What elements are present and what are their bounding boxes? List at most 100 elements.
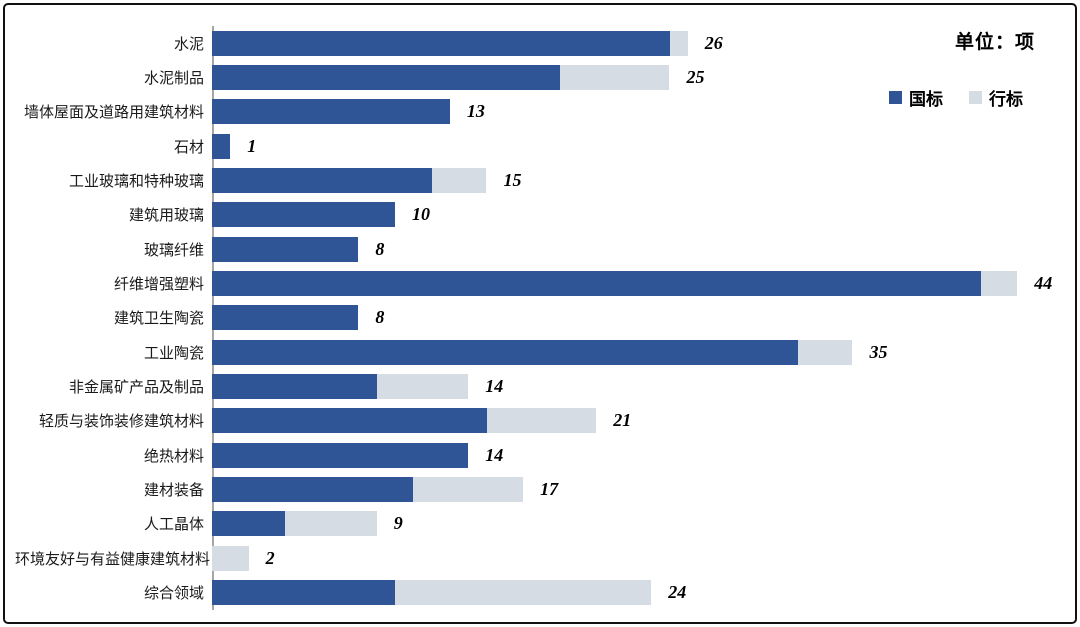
bar-row: 建材装备 17 <box>15 472 1065 506</box>
bar-row: 人工晶体 9 <box>15 507 1065 541</box>
chart-frame: 单位：项 国标 行标 水泥 26 水泥制品 25 墙体屋面及道路用建筑材料 13 石材 1 工业… <box>3 3 1077 624</box>
bar-row: 水泥制品 25 <box>15 60 1065 94</box>
total-value-label: 2 <box>265 547 275 568</box>
guobiao-bar-segment <box>212 408 487 434</box>
total-value-label: 35 <box>869 341 888 362</box>
guobiao-bar-segment <box>212 442 469 468</box>
bar-row: 环境友好与有益健康建筑材料 2 <box>15 541 1065 575</box>
bar-row: 工业陶瓷 35 <box>15 335 1065 369</box>
hangbiao-bar-segment <box>376 374 469 400</box>
hangbiao-bar-segment <box>285 511 377 537</box>
guobiao-bar-segment <box>212 133 231 159</box>
bar-track: 8 <box>212 236 1065 262</box>
bar-row: 建筑卫生陶瓷 8 <box>15 301 1065 335</box>
category-label: 建筑卫生陶瓷 <box>113 310 204 328</box>
category-label: 轻质与装饰装修建筑材料 <box>38 413 204 431</box>
guobiao-bar-segment <box>212 168 432 194</box>
bar-row: 综合领域 24 <box>15 576 1065 610</box>
bar-track: 25 <box>212 65 1065 91</box>
hangbiao-bar-segment <box>212 545 249 571</box>
legend-label-guobiao: 国标 <box>909 90 943 109</box>
bar-row: 玻璃纤维 8 <box>15 232 1065 266</box>
bar-track: 17 <box>212 477 1065 503</box>
bar-track: 2 <box>212 545 1065 571</box>
guobiao-bar-segment <box>212 511 286 537</box>
category-label: 玻璃纤维 <box>143 241 204 259</box>
total-value-label: 14 <box>485 444 504 465</box>
bar-row: 非金属矿产品及制品 14 <box>15 369 1065 403</box>
total-value-label: 8 <box>375 238 385 259</box>
total-value-label: 21 <box>613 410 632 431</box>
legend-item-hangbiao: 行标 <box>969 85 1023 110</box>
hangbiao-bar-segment <box>559 65 670 91</box>
bar-rows: 水泥 26 水泥制品 25 墙体屋面及道路用建筑材料 13 石材 1 工业玻璃和特种玻璃 15 建筑… <box>15 26 1065 610</box>
legend-label-hangbiao: 行标 <box>989 90 1023 109</box>
unit-label: 单位：项 <box>954 32 1035 53</box>
total-value-label: 26 <box>704 32 723 53</box>
category-label: 综合领域 <box>143 585 204 603</box>
guobiao-bar-segment <box>212 339 798 365</box>
hangbiao-bar-segment <box>486 408 597 434</box>
category-label: 工业玻璃和特种玻璃 <box>68 173 204 191</box>
guobiao-bar-segment <box>212 271 981 297</box>
hangbiao-bar-segment <box>980 271 1018 297</box>
guobiao-bar-segment <box>212 99 450 125</box>
hangbiao-swatch-icon <box>969 91 982 104</box>
legend: 国标 行标 <box>889 85 1023 110</box>
category-label: 纤维增强塑料 <box>113 276 204 294</box>
bar-track: 21 <box>212 408 1065 434</box>
bar-track: 13 <box>212 99 1065 125</box>
total-value-label: 15 <box>503 170 522 191</box>
guobiao-bar-segment <box>212 374 377 400</box>
category-label: 环境友好与有益健康建筑材料 <box>15 550 211 568</box>
bar-row: 墙体屋面及道路用建筑材料 13 <box>15 95 1065 129</box>
bar-track: 44 <box>212 271 1065 297</box>
category-label: 墙体屋面及道路用建筑材料 <box>23 104 204 122</box>
hangbiao-bar-segment <box>413 477 524 503</box>
category-label: 水泥制品 <box>143 70 204 88</box>
bar-track: 15 <box>212 168 1065 194</box>
bar-track: 1 <box>212 133 1065 159</box>
guobiao-bar-segment <box>212 477 414 503</box>
guobiao-swatch-icon <box>889 91 902 104</box>
total-value-label: 1 <box>247 135 257 156</box>
category-label: 人工晶体 <box>143 516 204 534</box>
total-value-label: 25 <box>686 67 705 88</box>
bar-track: 14 <box>212 442 1065 468</box>
bar-track: 8 <box>212 305 1065 331</box>
category-label: 水泥 <box>173 35 204 53</box>
category-label: 非金属矿产品及制品 <box>68 379 204 397</box>
bar-track: 9 <box>212 511 1065 537</box>
bar-track: 24 <box>212 580 1065 606</box>
total-value-label: 17 <box>540 479 559 500</box>
bar-track: 10 <box>212 202 1065 228</box>
legend-item-guobiao: 国标 <box>889 85 943 110</box>
plot-area: 水泥 26 水泥制品 25 墙体屋面及道路用建筑材料 13 石材 1 工业玻璃和特种玻璃 15 建筑… <box>15 26 1065 610</box>
bar-row: 水泥 26 <box>15 26 1065 60</box>
total-value-label: 13 <box>466 101 485 122</box>
bar-row: 工业玻璃和特种玻璃 15 <box>15 163 1065 197</box>
total-value-label: 9 <box>393 513 403 534</box>
category-label: 建材装备 <box>143 482 204 500</box>
guobiao-bar-segment <box>212 202 395 228</box>
total-value-label: 8 <box>375 307 385 328</box>
category-label: 建筑用玻璃 <box>128 207 204 225</box>
bar-track: 35 <box>212 339 1065 365</box>
guobiao-bar-segment <box>212 580 395 606</box>
hangbiao-bar-segment <box>395 580 652 606</box>
bar-row: 轻质与装饰装修建筑材料 21 <box>15 404 1065 438</box>
bar-row: 纤维增强塑料 44 <box>15 266 1065 300</box>
hangbiao-bar-segment <box>669 30 688 56</box>
guobiao-bar-segment <box>212 65 560 91</box>
category-label: 绝热材料 <box>143 447 204 465</box>
bar-row: 石材 1 <box>15 129 1065 163</box>
bar-track: 14 <box>212 374 1065 400</box>
category-label: 石材 <box>173 138 204 156</box>
total-value-label: 24 <box>668 582 687 603</box>
category-label: 工业陶瓷 <box>143 344 204 362</box>
bar-row: 建筑用玻璃 10 <box>15 198 1065 232</box>
bar-track: 26 <box>212 30 1065 56</box>
hangbiao-bar-segment <box>797 339 853 365</box>
hangbiao-bar-segment <box>431 168 487 194</box>
guobiao-bar-segment <box>212 236 359 262</box>
